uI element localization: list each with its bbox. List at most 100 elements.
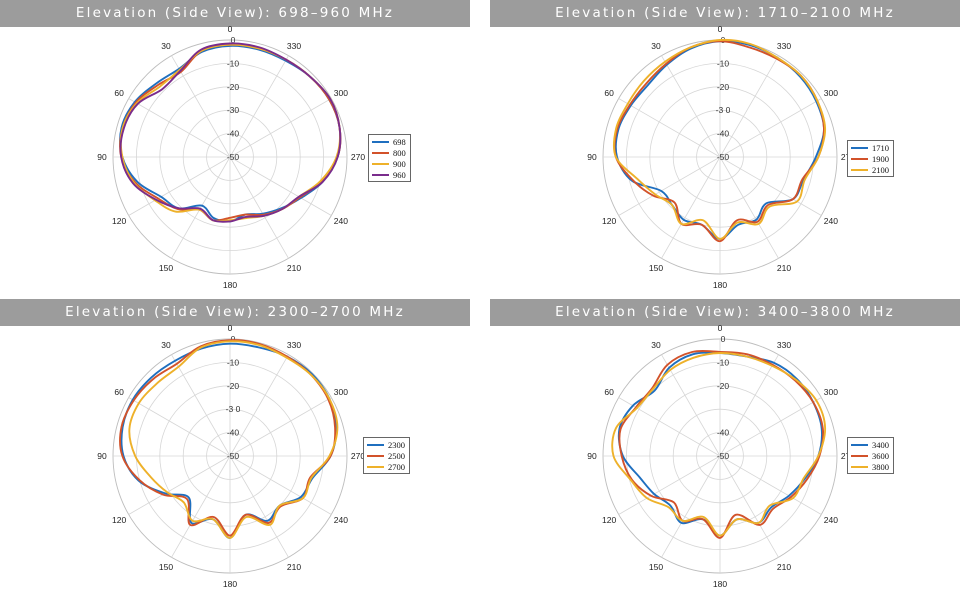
legend-swatch <box>851 465 868 468</box>
grid-spoke <box>719 397 822 457</box>
legend-swatch <box>372 162 389 165</box>
angle-tick-label: 180 <box>713 579 727 589</box>
legend-label: 1710 <box>872 142 889 153</box>
radial-tick-label: -20 <box>717 82 730 92</box>
radial-tick-label: -40 <box>227 428 240 438</box>
grid-spoke <box>229 156 289 259</box>
legend-entry: 2500 <box>367 450 405 461</box>
grid-spoke <box>719 156 822 216</box>
grid-spoke <box>618 98 721 158</box>
legend-label: 3800 <box>872 461 889 472</box>
legend-swatch <box>851 443 868 446</box>
grid-spoke <box>128 98 231 158</box>
grid-spoke <box>719 98 822 158</box>
angle-tick-label: 120 <box>602 515 616 525</box>
legend-swatch <box>367 443 384 446</box>
grid-spoke <box>661 455 721 558</box>
grid-spoke <box>229 455 289 558</box>
radial-tick-label: -40 <box>227 129 240 139</box>
angle-tick-label: 30 <box>161 340 171 350</box>
angle-tick-label: 330 <box>777 41 791 51</box>
grid-spoke <box>128 397 231 457</box>
angle-tick-label: 90 <box>587 152 597 162</box>
legend-label: 1900 <box>872 153 889 164</box>
radial-tick-label: -50 <box>227 152 240 162</box>
polar-plot-3: 0 30 60 90 120 150 180 210 240 270 300 330 0 -10 -20 -3… <box>97 323 365 589</box>
legend-entry: 1710 <box>851 142 889 153</box>
legend-entry: 3600 <box>851 450 889 461</box>
legend-label: 960 <box>393 169 406 180</box>
legend-swatch <box>851 168 868 171</box>
angle-tick-label: 300 <box>824 88 838 98</box>
grid-spoke <box>618 397 721 457</box>
radial-tick-label: -20 <box>227 381 240 391</box>
grid-spoke <box>618 455 721 515</box>
legend-entry: 960 <box>372 169 406 180</box>
grid-spoke <box>719 354 779 457</box>
series-960-trace <box>119 42 342 223</box>
series-2500-trace <box>119 339 337 537</box>
chart-legend-3: 2300 2500 2700 <box>363 437 410 474</box>
legend-entry: 2300 <box>367 439 405 450</box>
legend-swatch <box>372 151 389 154</box>
legend-label: 698 <box>393 136 406 147</box>
series-800-trace <box>119 43 342 222</box>
angle-tick-label: 30 <box>651 340 661 350</box>
grid-spoke <box>171 156 231 259</box>
grid-spoke <box>128 156 231 216</box>
legend-label: 3400 <box>872 439 889 450</box>
angle-tick-label: 60 <box>604 387 614 397</box>
grid-spoke <box>171 455 231 558</box>
angle-tick-label: 30 <box>651 41 661 51</box>
legend-entry: 3800 <box>851 461 889 472</box>
grid-spoke <box>618 156 721 216</box>
grid-spoke <box>229 455 332 515</box>
angle-tick-label: 240 <box>824 515 838 525</box>
grid-spoke <box>229 397 332 457</box>
angle-tick-label: 330 <box>287 340 301 350</box>
angle-tick-label: 270 <box>351 152 365 162</box>
angle-tick-label: 210 <box>287 562 301 572</box>
polar-chart-panel-2: Elevation (Side View): 1710–2100 MHz 0 30… <box>490 0 960 290</box>
legend-entry: 3400 <box>851 439 889 450</box>
angle-tick-label: 0 <box>228 24 233 34</box>
legend-swatch <box>372 140 389 143</box>
angle-tick-label: 270 <box>351 451 365 461</box>
chart-legend-2: 1710 1900 2100 <box>847 140 894 177</box>
polar-chart-panel-4: Elevation (Side View): 3400–3800 MHz 0 30… <box>490 299 960 589</box>
chart-legend-1: 698 800 900 960 <box>368 134 411 182</box>
legend-entry: 900 <box>372 158 406 169</box>
angle-tick-label: 0 <box>718 24 723 34</box>
series-2300-trace <box>120 342 338 539</box>
chart-title-banner: Elevation (Side View): 2300–2700 MHz <box>0 299 470 326</box>
chart-title-banner: Elevation (Side View): 1710–2100 MHz <box>490 0 960 27</box>
radial-tick-label: -10 <box>717 58 730 68</box>
angle-tick-label: 300 <box>334 387 348 397</box>
chart-title-banner: Elevation (Side View): 698–960 MHz <box>0 0 470 27</box>
grid-spoke <box>719 455 779 558</box>
polar-chart-panel-1: Elevation (Side View): 698–960 MHz 0 30 60… <box>0 0 470 290</box>
grid-spoke <box>171 354 231 457</box>
radial-tick-label: -50 <box>717 152 730 162</box>
grid-spoke <box>128 455 231 515</box>
legend-entry: 2100 <box>851 164 889 175</box>
legend-swatch <box>851 157 868 160</box>
angle-tick-label: 300 <box>334 88 348 98</box>
angle-tick-label: 120 <box>112 515 126 525</box>
legend-label: 2100 <box>872 164 889 175</box>
radial-tick-label: -10 <box>227 58 240 68</box>
legend-swatch <box>367 465 384 468</box>
radial-tick-label: -50 <box>227 451 240 461</box>
legend-swatch <box>372 173 389 176</box>
radial-tick-label: -10 <box>717 357 730 367</box>
angle-tick-label: 90 <box>97 451 107 461</box>
grid-spoke <box>661 156 721 259</box>
angle-tick-label: 210 <box>287 263 301 273</box>
legend-entry: 698 <box>372 136 406 147</box>
radial-tick-label: -20 <box>717 381 730 391</box>
angle-tick-label: 120 <box>602 216 616 226</box>
radial-tick-label: -30 <box>227 105 240 115</box>
grid-spoke <box>229 156 332 216</box>
grid-spoke <box>661 354 721 457</box>
legend-label: 3600 <box>872 450 889 461</box>
